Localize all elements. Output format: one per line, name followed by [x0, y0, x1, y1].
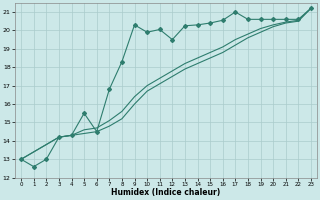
X-axis label: Humidex (Indice chaleur): Humidex (Indice chaleur) — [111, 188, 221, 197]
